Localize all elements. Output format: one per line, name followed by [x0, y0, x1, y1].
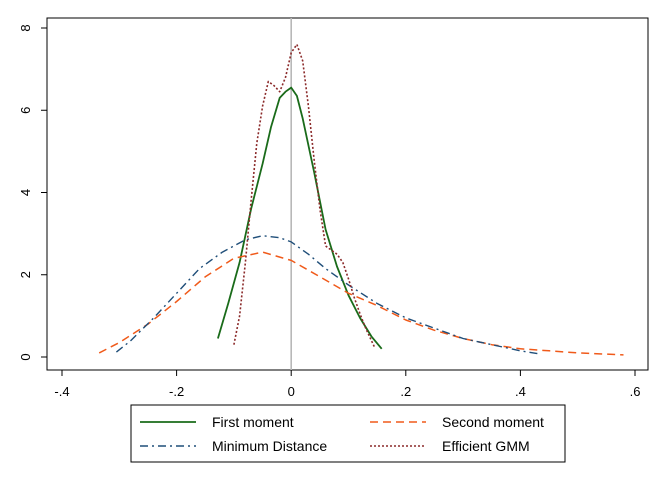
y-tick-label: 2 — [18, 271, 33, 278]
legend: First moment Second moment Minimum Dista… — [130, 404, 566, 463]
x-tick-label: 0 — [288, 384, 295, 399]
y-tick-label: 8 — [18, 24, 33, 31]
x-tick-label: .6 — [630, 384, 641, 399]
series-line-0 — [217, 86, 383, 350]
y-tick-label: 4 — [18, 189, 33, 196]
x-tick-label: .4 — [515, 384, 526, 399]
series-group — [98, 43, 624, 356]
plot-frame — [46, 17, 649, 371]
legend-label-efficient-gmm: Efficient GMM — [442, 438, 530, 454]
x-axis: -.4 -.2 0 .2 .4 .6 — [54, 370, 640, 399]
series-line-3 — [233, 43, 376, 348]
legend-label-minimum-distance: Minimum Distance — [212, 438, 327, 454]
x-tick-label: -.4 — [54, 384, 69, 399]
legend-box — [130, 404, 566, 463]
series-line-1 — [98, 251, 624, 356]
legend-label-second-moment: Second moment — [442, 414, 544, 430]
y-tick-label: 6 — [18, 107, 33, 114]
series-line-2 — [115, 235, 541, 355]
legend-label-first-moment: First moment — [212, 414, 294, 430]
y-tick-label: 0 — [18, 353, 33, 360]
y-axis: 0 2 4 6 8 — [18, 24, 47, 361]
x-tick-label: -.2 — [169, 384, 184, 399]
x-tick-label: .2 — [400, 384, 411, 399]
